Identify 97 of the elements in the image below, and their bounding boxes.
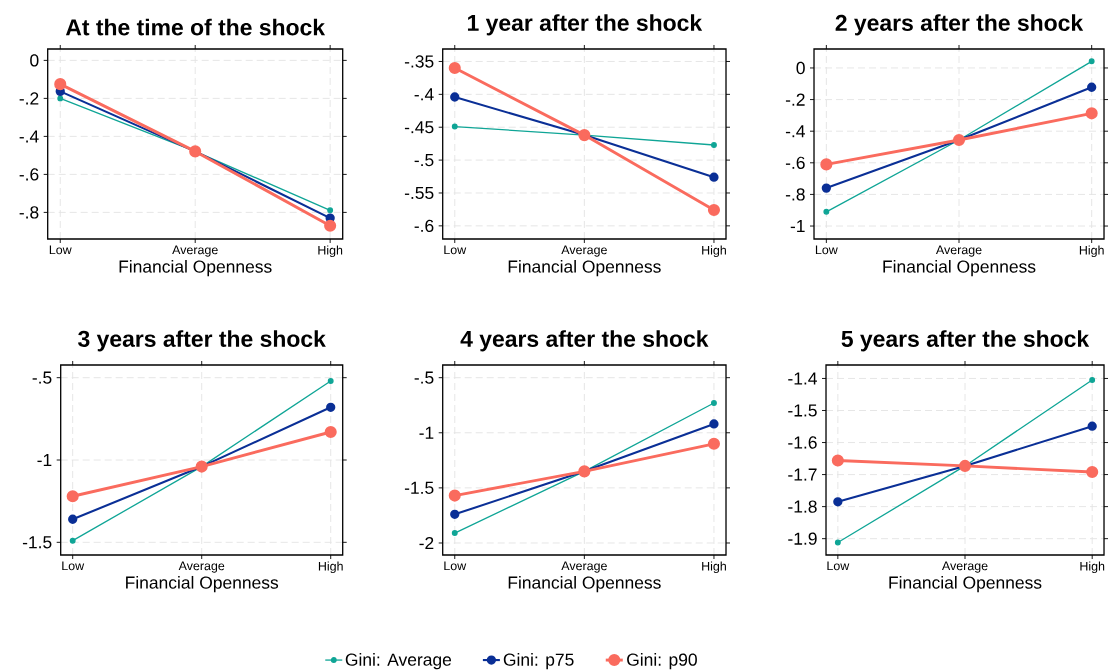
x-tick-label: High <box>318 561 343 574</box>
x-axis-title: Financial Openness <box>119 259 272 277</box>
point <box>1089 377 1096 384</box>
point <box>450 92 460 102</box>
point <box>450 509 460 519</box>
x-tick-label: Average <box>178 561 225 573</box>
point <box>54 78 67 91</box>
x-tick-label: High <box>702 561 726 574</box>
legend-label: Gini: p75 <box>503 653 574 670</box>
point <box>833 497 843 507</box>
y-tick-label: -1 <box>790 220 805 233</box>
y-tick-label: -1.5 <box>788 404 817 417</box>
y-tick-label: -.6 <box>785 156 805 169</box>
x-tick-label: Low <box>444 561 467 571</box>
legend-label: Gini: Average <box>345 653 452 670</box>
point <box>448 62 461 75</box>
point <box>831 454 844 467</box>
y-tick-label: -.8 <box>785 188 805 201</box>
y-tick-label: -1.7 <box>788 468 817 481</box>
x-axis-title: Financial Openness <box>889 575 1042 593</box>
x-axis-title: Financial Openness <box>508 259 661 277</box>
x-tick-label: Average <box>935 245 982 257</box>
x-tick-label: Average <box>561 561 607 573</box>
x-tick-label: Low <box>444 245 467 255</box>
y-tick-label: -1.4 <box>788 372 817 385</box>
point <box>327 207 334 214</box>
point <box>1086 465 1099 479</box>
y-tick-label: -2 <box>419 536 434 550</box>
point <box>834 539 841 546</box>
y-tick-label: -1.5 <box>404 481 434 494</box>
x-tick-label: High <box>318 245 343 258</box>
y-tick-label: -.55 <box>404 186 434 200</box>
point <box>327 378 334 384</box>
y-tick-label: -1.6 <box>788 436 817 449</box>
point <box>1088 58 1095 65</box>
y-tick-label: -.35 <box>404 55 434 68</box>
y-tick-label: -1 <box>37 454 52 466</box>
y-tick-label: -.45 <box>404 121 434 134</box>
chart-title: 2 years after the shock <box>835 14 1084 36</box>
y-tick-label: -.6 <box>414 219 434 233</box>
y-tick-label: -.2 <box>785 93 805 106</box>
point <box>57 95 64 102</box>
point <box>707 437 720 450</box>
y-tick-label: -.4 <box>414 88 434 101</box>
point <box>711 400 717 406</box>
y-tick-label: -.5 <box>32 371 52 384</box>
chart-title: At the time of the shock <box>65 18 326 36</box>
point <box>326 402 336 412</box>
x-tick-label: Average <box>172 245 218 257</box>
point <box>68 514 78 524</box>
point <box>324 219 337 232</box>
y-tick-label: -.5 <box>414 371 434 384</box>
point <box>709 419 719 429</box>
x-tick-label: Average <box>941 561 988 573</box>
point <box>820 158 833 171</box>
x-tick-label: High <box>702 245 726 258</box>
x-tick-label: Low <box>827 561 850 571</box>
point <box>711 142 717 148</box>
y-tick-label: -.4 <box>19 130 39 143</box>
x-tick-label: Low <box>49 245 72 255</box>
chart-title: 3 years after the shock <box>78 330 326 352</box>
point <box>448 489 461 502</box>
point <box>451 123 458 130</box>
chart-title: 4 years after the shock <box>460 330 709 352</box>
point <box>709 172 719 182</box>
x-tick-label: Low <box>62 561 85 571</box>
point <box>823 208 830 215</box>
x-axis-title: Financial Openness <box>508 575 661 593</box>
y-tick-label: -.5 <box>414 154 434 167</box>
point <box>707 204 720 217</box>
point <box>1085 107 1098 120</box>
legend-label: Gini: p90 <box>627 653 697 670</box>
point <box>451 530 458 537</box>
point <box>324 425 337 439</box>
chart-title: 1 year after the shock <box>467 14 703 36</box>
point <box>69 537 76 544</box>
x-tick-label: High <box>1080 561 1105 574</box>
y-tick-label: -.8 <box>19 206 39 219</box>
point <box>1087 82 1097 92</box>
y-tick-label: -1.5 <box>22 536 52 549</box>
y-tick-label: -1 <box>419 426 434 439</box>
x-axis-title: Financial Openness <box>126 575 279 593</box>
x-tick-label: Average <box>561 245 607 257</box>
y-tick-label: 0 <box>30 54 39 67</box>
x-tick-label: High <box>1079 245 1104 258</box>
x-tick-label: Low <box>815 245 838 255</box>
point <box>1087 421 1097 431</box>
y-tick-label: -1.9 <box>788 532 817 545</box>
point <box>821 183 831 193</box>
y-tick-label: -.4 <box>785 125 805 138</box>
x-axis-title: Financial Openness <box>883 259 1036 277</box>
y-tick-label: -.2 <box>19 92 39 105</box>
point <box>66 490 79 503</box>
chart-title: 5 years after the shock <box>841 330 1090 352</box>
y-tick-label: -1.8 <box>788 500 817 513</box>
y-tick-label: 0 <box>796 61 805 75</box>
y-tick-label: -.6 <box>19 168 39 181</box>
